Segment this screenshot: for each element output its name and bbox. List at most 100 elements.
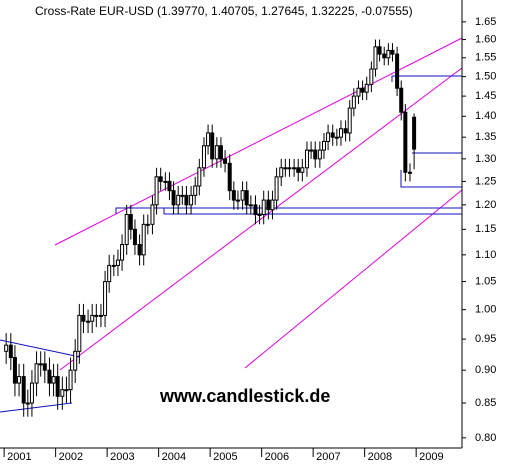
- candle-body: [300, 167, 305, 173]
- candle-body: [399, 87, 404, 113]
- candle-body: [412, 116, 417, 150]
- candle-body: [223, 158, 228, 164]
- x-tick-label: 2001: [7, 451, 31, 463]
- candle-body: [343, 128, 348, 134]
- candle-body: [154, 176, 159, 206]
- y-tick-label: 1.40: [475, 110, 496, 122]
- candle-body: [369, 68, 374, 85]
- candle-body: [163, 180, 168, 183]
- candle-body: [34, 363, 39, 384]
- candle-body: [145, 223, 150, 226]
- candle-body: [244, 190, 249, 206]
- candle-body: [68, 369, 73, 391]
- support-3: [400, 170, 462, 188]
- candle-body: [283, 167, 288, 170]
- x-tick-label: 2004: [162, 451, 186, 463]
- candle-body: [210, 132, 215, 160]
- x-tick-label: 2008: [368, 451, 392, 463]
- candle-body: [227, 162, 232, 192]
- chart-title: Cross-Rate EUR-USD (1.39770, 1.40705, 1.…: [35, 4, 413, 18]
- candle-body: [21, 376, 26, 404]
- candle-body: [395, 53, 400, 89]
- x-tick-label: 2006: [265, 451, 289, 463]
- candle-body: [317, 149, 322, 160]
- channel-upper: [54, 37, 463, 246]
- y-tick-label: 0.80: [475, 432, 496, 444]
- y-tick-label: 0.90: [475, 364, 496, 376]
- candle-body: [107, 264, 112, 283]
- candle-body: [351, 95, 356, 109]
- candle-body: [253, 204, 258, 216]
- candle-body: [150, 204, 155, 225]
- y-tick-label: 1.45: [475, 90, 496, 102]
- candle-body: [115, 259, 120, 266]
- candle-body: [296, 167, 301, 173]
- candle-body: [171, 190, 176, 206]
- candle-body: [201, 145, 206, 169]
- candle-body: [180, 194, 185, 197]
- candle-body: [90, 314, 95, 322]
- y-tick-label: 1.00: [475, 304, 496, 316]
- candle-body: [309, 149, 314, 152]
- candle-body: [407, 171, 412, 174]
- candle-body: [8, 344, 13, 359]
- candle-body: [98, 314, 103, 317]
- candle-body: [167, 180, 172, 192]
- candle-body: [261, 199, 266, 216]
- watermark: www.candlestick.de: [159, 386, 330, 406]
- candle-body: [270, 199, 275, 211]
- candle-body: [124, 214, 129, 246]
- candle-body: [360, 87, 365, 93]
- triangle-lower: [0, 402, 73, 413]
- candle-body: [248, 204, 253, 207]
- y-tick-label: 1.20: [475, 199, 496, 211]
- support-2: [163, 208, 462, 215]
- candle-body: [189, 194, 194, 206]
- y-tick-label: 1.55: [475, 52, 496, 64]
- candle-body: [77, 314, 82, 352]
- candle-body: [137, 244, 142, 256]
- trend-channel: [54, 37, 463, 371]
- candle-body: [51, 376, 56, 384]
- candle-body: [356, 87, 361, 97]
- candle-body: [176, 194, 181, 206]
- candle-body: [373, 46, 378, 70]
- candle-body: [60, 389, 65, 397]
- channel-lower: [244, 189, 463, 369]
- y-tick-label: 1.35: [475, 131, 496, 143]
- candle-body: [141, 223, 146, 256]
- candle-body: [47, 369, 52, 384]
- candle-body: [81, 314, 86, 322]
- y-tick-label: 1.50: [475, 71, 496, 83]
- y-tick-label: 0.95: [475, 333, 496, 345]
- candle-body: [111, 264, 116, 267]
- candle-body: [86, 320, 91, 323]
- candle-body: [279, 167, 284, 178]
- candle-body: [218, 145, 223, 160]
- candle-body: [193, 185, 198, 196]
- candle-body: [197, 167, 202, 187]
- x-tick-label: 2007: [316, 451, 340, 463]
- candle-body: [206, 132, 211, 147]
- triangle-upper: [0, 339, 81, 358]
- candle-body: [103, 281, 108, 316]
- candle-body: [120, 244, 125, 261]
- candle-body: [403, 111, 408, 173]
- candle-body: [12, 357, 17, 384]
- y-tick-label: 1.15: [475, 223, 496, 235]
- candle-body: [25, 402, 30, 405]
- resistance: [391, 75, 462, 82]
- candle-body: [347, 107, 352, 134]
- candle-body: [330, 132, 335, 138]
- candle-body: [377, 46, 382, 55]
- candle-body: [29, 382, 34, 404]
- candle-body: [94, 314, 99, 317]
- x-tick-label: 2005: [213, 451, 237, 463]
- candle-body: [287, 167, 292, 170]
- support-lines: [0, 75, 462, 413]
- candle-body: [42, 363, 47, 371]
- candle-body: [231, 190, 236, 201]
- x-tick-label: 2003: [110, 451, 134, 463]
- y-tick-label: 1.05: [475, 275, 496, 287]
